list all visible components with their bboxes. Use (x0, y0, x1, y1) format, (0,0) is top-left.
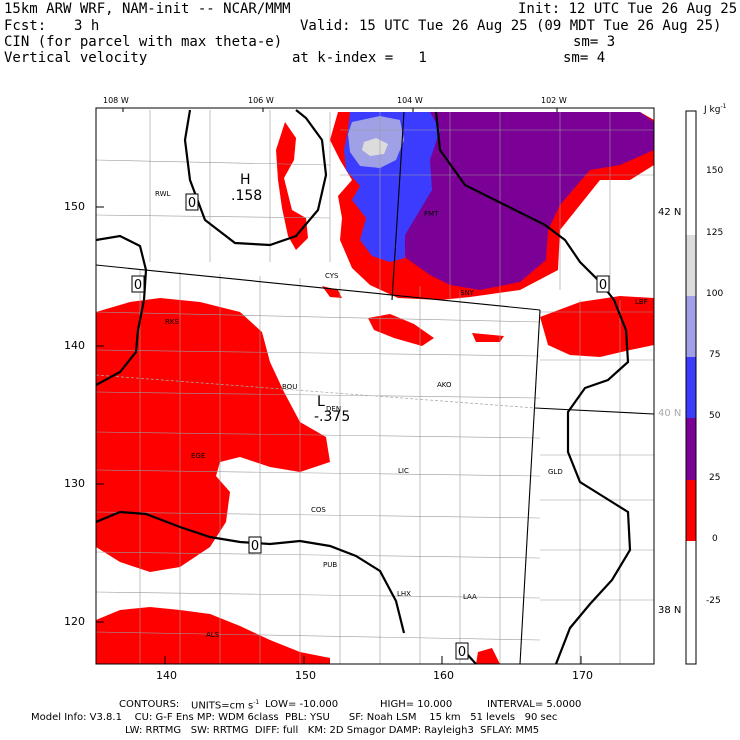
lon-label: 104 W (397, 96, 423, 105)
lat-line-40n (96, 374, 536, 409)
y-grid-label: 140 (64, 339, 85, 352)
colorbar-label: 50 (709, 411, 721, 421)
station-label: EGE (191, 452, 205, 460)
x-grid-label: 140 (156, 669, 177, 682)
lat-label: 40 N (658, 408, 682, 419)
colorbar-label: 75 (709, 350, 721, 360)
svg-text:0: 0 (134, 278, 142, 293)
station-label: CYS (325, 272, 339, 280)
y-grid-label: 120 (64, 615, 85, 628)
station-label: COS (311, 506, 326, 514)
contours-interval: INTERVAL= 5.0000 (487, 699, 582, 710)
contours-low: LOW= -10.000 (265, 699, 339, 710)
smoothing-2: sm= 4 (563, 50, 606, 66)
valid-time: Valid: 15 UTC Tue 26 Aug 25 (09 MDT Tue … (300, 18, 722, 34)
svg-text:0: 0 (251, 539, 259, 554)
station-label: RWL (155, 190, 171, 198)
forecast-hour: 3 h (74, 18, 100, 34)
map-panel: 0 0 0 0 0 H .158 L -.375 (96, 108, 654, 664)
svg-text:0: 0 (188, 196, 196, 211)
station-label: LBF (635, 298, 648, 306)
map-frame (95, 107, 655, 665)
lon-label: 106 W (248, 96, 274, 105)
colorbar-bin (686, 357, 696, 418)
x-grid-label: 170 (572, 669, 593, 682)
x-grid-label: 160 (433, 669, 454, 682)
colorbar-label: -25 (706, 596, 721, 606)
colorbar-bin (686, 296, 696, 357)
lat-label: 42 N (658, 207, 682, 218)
station-label: BOU (282, 383, 297, 391)
station-label: GLD (548, 468, 563, 476)
station-label: AKO (437, 381, 452, 389)
low-marker: L (317, 394, 325, 410)
station-label: LHX (397, 590, 411, 598)
low-value: -.375 (314, 409, 350, 425)
station-label: RKS (165, 318, 179, 326)
forecast-label: Fcst: (4, 18, 47, 34)
state-boundaries (96, 111, 654, 664)
colorbar-frame (685, 110, 697, 665)
vv-contours (96, 109, 632, 664)
svg-text:0: 0 (599, 278, 607, 293)
station-label: LIC (398, 467, 409, 475)
contours-high: HIGH= 10.000 (380, 699, 453, 710)
y-grid-label: 130 (64, 477, 85, 490)
colorbar-bin (686, 173, 696, 235)
colorbar-bin (686, 603, 696, 664)
colorbar-label: 0 (712, 534, 718, 544)
colorbar-unit: J kg-1 (704, 103, 727, 115)
high-marker: H (240, 172, 251, 188)
station-label: LAA (463, 593, 477, 601)
contour-zero-label: 0 (185, 193, 199, 211)
axis-ticks (96, 108, 582, 664)
colorbar-bin (686, 418, 696, 480)
init-time: Init: 12 UTC Tue 26 Aug 25 (518, 1, 738, 17)
contour-zero-label: 0 (455, 642, 469, 660)
k-index: at k-index = 1 (292, 50, 427, 66)
colorbar (685, 110, 697, 665)
field-cin-title: CIN (for parcel with max theta-e) (4, 34, 283, 50)
contours-label: CONTOURS: (119, 699, 180, 710)
station-label: FMT (424, 210, 439, 218)
colorbar-label: 100 (706, 289, 724, 299)
contour-zero-label: 0 (596, 275, 610, 293)
lon-label: 102 W (541, 96, 567, 105)
contours-units: UNITS=cm s-1 (191, 699, 260, 712)
model-title: 15km ARW WRF, NAM-init -- NCAR/MMM (4, 1, 291, 17)
colorbar-bin (686, 541, 696, 603)
colorbar-bin (686, 235, 696, 296)
colorbar-label: 150 (706, 166, 724, 176)
contour-zero-labels: 0 0 0 0 0 (131, 193, 610, 660)
colorbar-label: 125 (706, 228, 724, 238)
lat-label: 38 N (658, 605, 682, 616)
colorbar-bin (686, 111, 696, 173)
lon-label: 108 W (103, 96, 129, 105)
station-label: PUB (323, 561, 337, 569)
station-labels: RWL FMT CYS SNY LBF RKS BOU DEN AKO EGE … (155, 190, 648, 639)
field-vv-title: Vertical velocity (4, 50, 148, 66)
cin-fill-100-125 (362, 138, 388, 156)
high-value: .158 (231, 188, 262, 204)
cin-fill-25-50 (400, 112, 654, 290)
model-info-line1: Model Info: V3.8.1 CU: G-F Ens MP: WDM 6… (31, 712, 558, 723)
colorbar-bin (686, 480, 696, 541)
colorbar-label: 25 (709, 473, 721, 483)
smoothing-1: sm= 3 (573, 34, 616, 50)
contour-zero-label: 0 (131, 275, 145, 293)
y-grid-label: 150 (64, 200, 85, 213)
contour-zero-label: 0 (248, 536, 262, 554)
station-label: ALS (206, 631, 220, 639)
x-grid-label: 150 (295, 669, 316, 682)
model-info-line2: LW: RRTMG SW: RRTMG DIFF: full KM: 2D Sm… (125, 725, 540, 736)
station-label: DEN (326, 405, 341, 413)
svg-text:0: 0 (458, 645, 466, 660)
station-label: SNY (460, 289, 475, 297)
